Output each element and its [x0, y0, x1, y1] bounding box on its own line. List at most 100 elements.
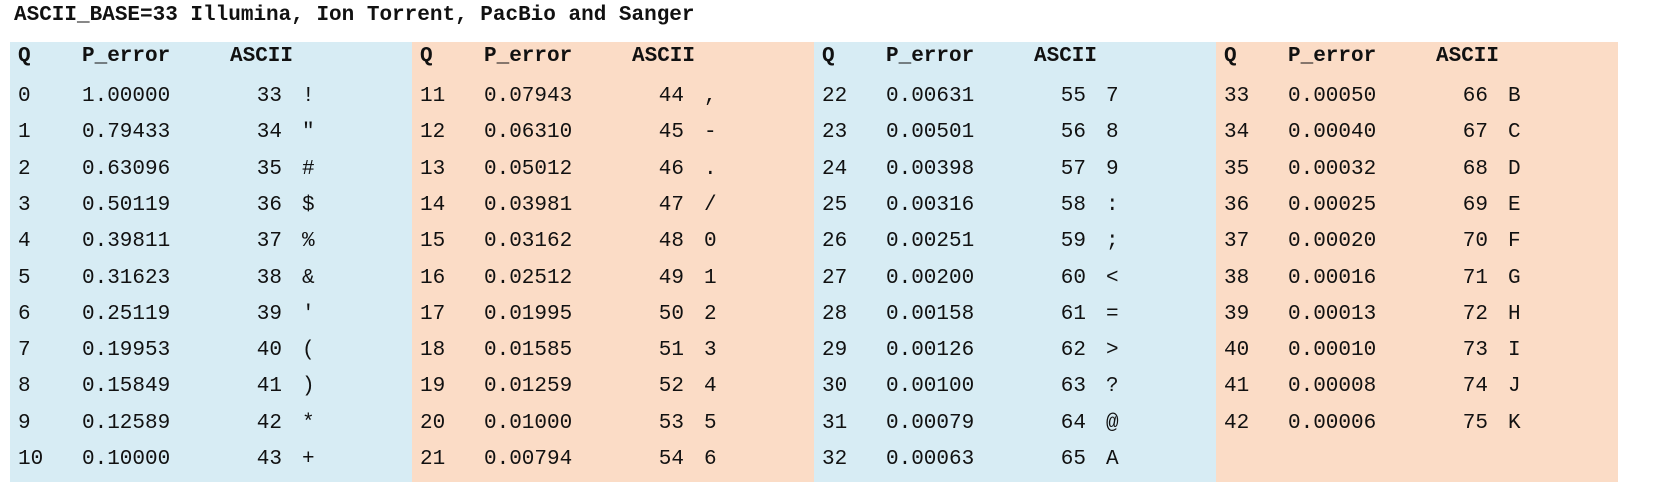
q-value: 13 — [420, 157, 446, 181]
table-panel-q0-10: Q P_error ASCII 0 1.00000 33! 1 0.79433 34 " 2 0… — [10, 42, 412, 482]
p-error-value: 0.10000 — [82, 448, 171, 471]
q-value: 15 — [420, 230, 446, 254]
ascii-code: 71 — [1462, 266, 1488, 290]
ascii-code: 60 — [1060, 266, 1086, 290]
ascii-char: @ — [1106, 411, 1119, 435]
ascii-code: 56 — [1060, 121, 1086, 145]
ascii-char: " — [302, 121, 315, 145]
q-value: 24 — [822, 157, 848, 181]
q-value: 18 — [420, 339, 446, 363]
q-value: 32 — [822, 448, 848, 471]
header-q: Q — [420, 45, 433, 68]
ascii-char: * — [302, 411, 315, 435]
ascii-char: / — [704, 193, 717, 217]
header-q: Q — [1224, 45, 1237, 68]
ascii-code: 50 — [658, 302, 684, 326]
ascii-code: 42 — [256, 411, 282, 435]
ascii-char: 4 — [704, 375, 717, 399]
ascii-code: 72 — [1462, 302, 1488, 326]
p-error-value: 0.00008 — [1288, 375, 1377, 399]
q-value: 0 — [18, 85, 31, 108]
p-error-value: 0.00200 — [886, 266, 975, 290]
ascii-code: 62 — [1060, 339, 1086, 363]
ascii-code: 41 — [256, 375, 282, 399]
p-error-value: 0.12589 — [82, 411, 171, 435]
q-value: 37 — [1224, 230, 1250, 254]
q-value: 22 — [822, 85, 848, 108]
header-p-error: P_error — [484, 45, 573, 68]
q-value: 3 — [18, 193, 31, 217]
header-p-error: P_error — [82, 45, 171, 68]
table-panel-q22-32: Q P_error ASCII 22 0.00631 55 7 23 0.00501 56 8… — [814, 42, 1216, 482]
q-value: 1 — [18, 121, 31, 145]
page-title: ASCII_BASE=33 Illumina, Ion Torrent, Pac… — [14, 4, 695, 27]
ascii-char: C — [1508, 121, 1521, 145]
ascii-char: 0 — [704, 230, 717, 254]
p-error-value: 0.00631 — [886, 85, 975, 108]
ascii-char: < — [1106, 266, 1119, 290]
p-error-value: 0.06310 — [484, 121, 573, 145]
header-q: Q — [18, 45, 31, 68]
p-error-value: 0.00013 — [1288, 302, 1377, 326]
ascii-code: 33 — [256, 85, 282, 108]
ascii-code: 55 — [1060, 85, 1086, 108]
ascii-code: 38 — [256, 266, 282, 290]
ascii-code: 53 — [658, 411, 684, 435]
p-error-value: 0.00063 — [886, 448, 975, 471]
ascii-char: $ — [302, 193, 315, 217]
table-panel-q11-21: Q P_error ASCII 11 0.07943 44, 12 0.06310 45-… — [412, 42, 814, 482]
ascii-code: 39 — [256, 302, 282, 326]
p-error-value: 0.03162 — [484, 230, 573, 254]
p-error-value: 0.01995 — [484, 302, 573, 326]
ascii-char: 8 — [1106, 121, 1119, 145]
p-error-value: 0.05012 — [484, 157, 573, 181]
ascii-char: 6 — [704, 448, 717, 471]
p-error-value: 0.01000 — [484, 411, 573, 435]
p-error-value: 0.00126 — [886, 339, 975, 363]
p-error-value: 0.19953 — [82, 339, 171, 363]
ascii-code: 66 — [1462, 85, 1488, 108]
ascii-char: ! — [302, 85, 315, 108]
p-error-value: 0.00010 — [1288, 339, 1377, 363]
p-error-value: 0.15849 — [82, 375, 171, 399]
ascii-code: 67 — [1462, 121, 1488, 145]
ascii-code: 35 — [256, 157, 282, 181]
ascii-code: 48 — [658, 230, 684, 254]
ascii-char: : — [1106, 193, 1119, 217]
p-error-value: 0.00398 — [886, 157, 975, 181]
q-value: 42 — [1224, 411, 1250, 435]
ascii-char: G — [1508, 266, 1521, 290]
ascii-code: 51 — [658, 339, 684, 363]
ascii-char: 1 — [704, 266, 717, 290]
ascii-char: . — [704, 157, 717, 181]
ascii-code: 73 — [1462, 339, 1488, 363]
p-error-value: 1.00000 — [82, 85, 171, 108]
q-value: 19 — [420, 375, 446, 399]
ascii-char: H — [1508, 302, 1521, 326]
p-error-value: 0.00050 — [1288, 85, 1377, 108]
header-ascii: ASCII — [230, 45, 294, 68]
ascii-char: 2 — [704, 302, 717, 326]
ascii-char: # — [302, 157, 315, 181]
p-error-value: 0.00501 — [886, 121, 975, 145]
p-error-value: 0.79433 — [82, 121, 171, 145]
q-value: 20 — [420, 411, 446, 435]
ascii-char: , — [704, 85, 717, 108]
ascii-code: 40 — [256, 339, 282, 363]
ascii-char: A — [1106, 448, 1119, 471]
ascii-char: K — [1508, 411, 1521, 435]
ascii-char: J — [1508, 375, 1521, 399]
ascii-code: 52 — [658, 375, 684, 399]
p-error-value: 0.01585 — [484, 339, 573, 363]
q-value: 5 — [18, 266, 31, 290]
p-error-value: 0.00316 — [886, 193, 975, 217]
ascii-char: ) — [302, 375, 315, 399]
ascii-code: 36 — [256, 193, 282, 217]
ascii-code: 58 — [1060, 193, 1086, 217]
q-value: 2 — [18, 157, 31, 181]
q-value: 27 — [822, 266, 848, 290]
ascii-char: > — [1106, 339, 1119, 363]
p-error-value: 0.00794 — [484, 448, 573, 471]
ascii-code: 44 — [658, 85, 684, 108]
q-value: 29 — [822, 339, 848, 363]
